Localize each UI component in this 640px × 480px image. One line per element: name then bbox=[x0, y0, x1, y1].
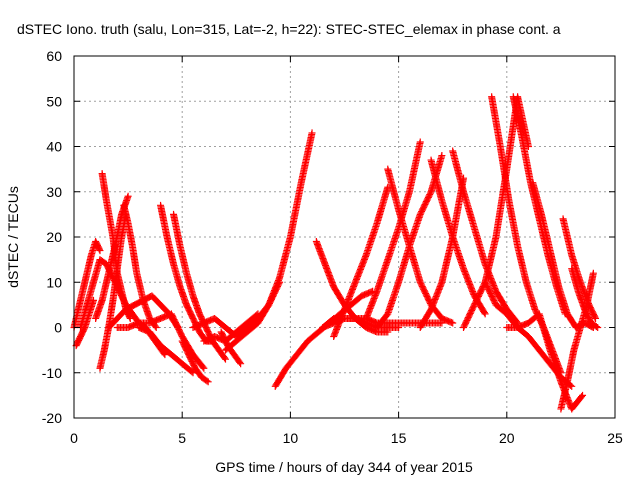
data-point bbox=[237, 360, 245, 368]
data-point bbox=[592, 323, 600, 331]
data-point bbox=[589, 269, 597, 277]
data-point bbox=[188, 368, 196, 376]
data-point bbox=[591, 313, 599, 321]
data-point bbox=[200, 364, 208, 372]
chart-title: dSTEC Iono. truth (salu, Lon=315, Lat=-2… bbox=[17, 21, 561, 37]
x-tick-label: 20 bbox=[499, 430, 515, 446]
y-tick-label: -10 bbox=[42, 365, 62, 381]
y-axis-label: dSTEC / TECUs bbox=[5, 186, 21, 288]
data-point bbox=[221, 355, 229, 363]
data-point bbox=[189, 369, 197, 377]
data-point bbox=[592, 314, 600, 322]
data-point bbox=[308, 129, 316, 137]
data-point bbox=[480, 309, 488, 317]
data-point bbox=[199, 363, 207, 371]
data-point bbox=[126, 314, 134, 322]
data-point bbox=[126, 313, 134, 321]
data-points bbox=[70, 93, 602, 413]
y-tick-label: 20 bbox=[46, 229, 62, 245]
data-point bbox=[416, 138, 424, 146]
data-point bbox=[594, 324, 602, 331]
grid-lines bbox=[74, 56, 615, 418]
x-tick-label: 25 bbox=[607, 430, 623, 446]
data-point bbox=[578, 393, 586, 401]
data-point bbox=[579, 391, 587, 399]
x-tick-label: 0 bbox=[70, 430, 78, 446]
axis-ticks bbox=[73, 55, 616, 419]
x-tick-label: 15 bbox=[391, 430, 407, 446]
data-point bbox=[204, 378, 212, 386]
data-point bbox=[96, 247, 104, 255]
data-point bbox=[203, 377, 211, 385]
y-tick-label: 30 bbox=[46, 184, 62, 200]
data-point bbox=[124, 192, 132, 200]
data-point bbox=[449, 319, 457, 327]
x-tick-label: 10 bbox=[283, 430, 299, 446]
y-tick-label: 40 bbox=[46, 139, 62, 155]
x-axis-label: GPS time / hours of day 344 of year 2015 bbox=[215, 459, 473, 475]
y-tick-label: 10 bbox=[46, 274, 62, 290]
x-tick-labels: 0 5 10 15 20 25 bbox=[70, 430, 623, 446]
x-tick-label: 5 bbox=[178, 430, 186, 446]
data-point bbox=[438, 152, 446, 160]
data-point bbox=[481, 310, 489, 318]
y-tick-label: 60 bbox=[46, 48, 62, 64]
data-point bbox=[152, 324, 160, 331]
data-point bbox=[95, 245, 103, 253]
y-tick-label: -20 bbox=[42, 410, 62, 426]
y-tick-label: 50 bbox=[46, 93, 62, 109]
y-tick-label: 0 bbox=[54, 320, 62, 336]
data-point bbox=[221, 354, 229, 362]
y-tick-labels: -20 -10 0 10 20 30 40 50 60 bbox=[42, 48, 62, 426]
data-point bbox=[253, 311, 261, 319]
data-point bbox=[236, 358, 244, 366]
